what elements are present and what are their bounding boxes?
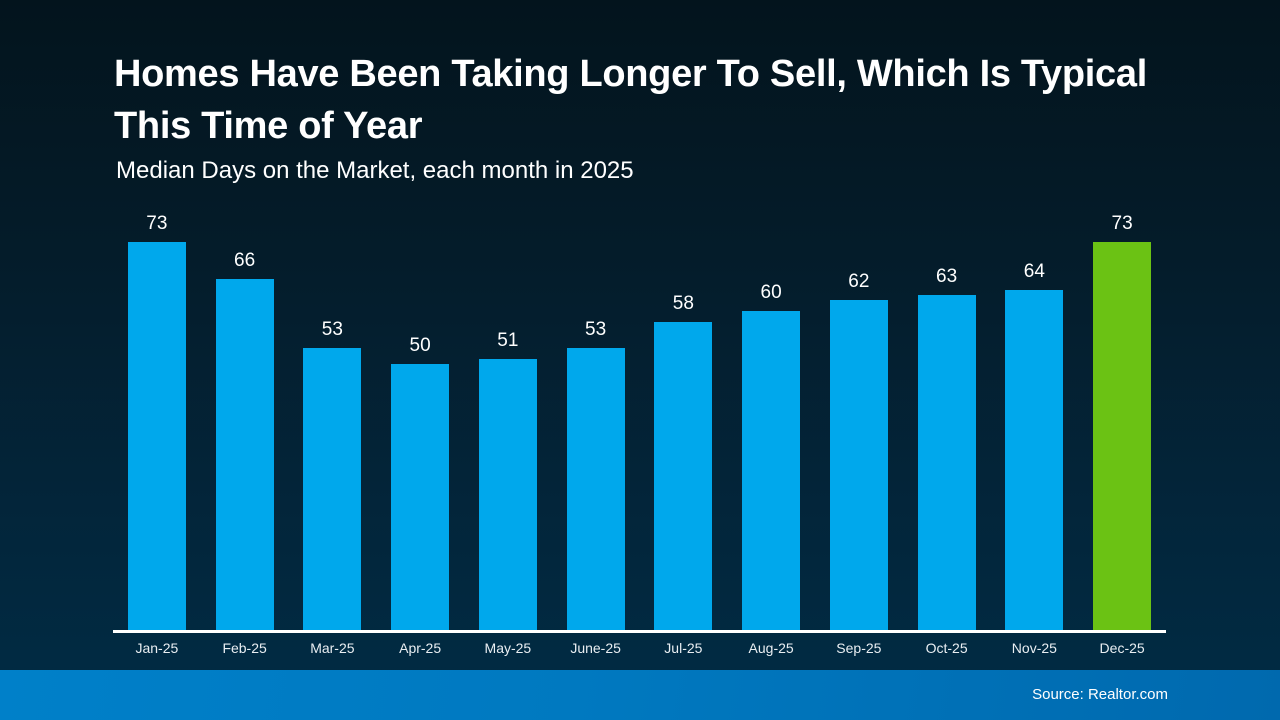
- x-axis-labels: Jan-25 Feb-25 Mar-25 Apr-25 May-25 June-25 Jul…: [113, 633, 1166, 656]
- bar: [478, 358, 537, 630]
- x-axis-label: Oct-25: [925, 640, 968, 656]
- bar: [1005, 289, 1064, 630]
- x-axis-label: Dec-25: [1099, 640, 1145, 656]
- bar: [742, 311, 801, 630]
- bar-value-label: 58: [672, 292, 694, 314]
- x-axis-label: May-25: [484, 640, 532, 656]
- source-attribution: Source: Realtor.com: [1032, 686, 1168, 703]
- bar-value-label: 73: [1111, 212, 1133, 234]
- bar: [303, 348, 362, 630]
- bar-slot: 73: [1078, 210, 1166, 630]
- bar-value-label: 60: [760, 282, 782, 304]
- bar: [654, 321, 713, 630]
- x-axis-label: Mar-25: [310, 640, 355, 656]
- x-axis-label: Apr-25: [399, 640, 442, 656]
- bar-value-label: 66: [234, 250, 256, 272]
- bar-value-label: 50: [409, 335, 431, 357]
- bar-slot: 53: [289, 210, 377, 630]
- bar: [127, 241, 186, 630]
- bars-area: 73 66 53 50 51 53 58 60 62 63 64 73: [113, 210, 1166, 633]
- x-axis-label: Jul-25: [664, 640, 703, 656]
- page-title: Homes Have Been Taking Longer To Sell, W…: [114, 53, 1147, 147]
- bar: [215, 279, 274, 630]
- bar-slot: 64: [991, 210, 1079, 630]
- bar-chart: 73 66 53 50 51 53 58 60 62 63 64 73 Jan-25 Feb-25 Mar…: [113, 210, 1166, 656]
- bar-value-label: 63: [936, 266, 958, 288]
- bar-slot: 60: [727, 210, 815, 630]
- bar-highlighted: [1093, 241, 1152, 630]
- bar-slot: 73: [113, 210, 201, 630]
- bar-slot: 58: [640, 210, 728, 630]
- bar-value-label: 51: [497, 329, 519, 351]
- bar-value-label: 53: [321, 319, 343, 341]
- bar: [829, 300, 888, 630]
- bar-value-label: 53: [585, 319, 607, 341]
- bar: [566, 348, 625, 630]
- bar-value-label: 62: [848, 271, 870, 293]
- footer-bar: Source: Realtor.com: [0, 670, 1280, 720]
- bar-slot: 62: [815, 210, 903, 630]
- bar-slot: 63: [903, 210, 991, 630]
- bar-slot: 53: [552, 210, 640, 630]
- x-axis-label: Feb-25: [222, 640, 267, 656]
- x-axis-label: June-25: [570, 640, 621, 656]
- bar-slot: 51: [464, 210, 552, 630]
- bar: [391, 364, 450, 630]
- bar-slot: 50: [376, 210, 464, 630]
- bar: [917, 295, 976, 630]
- bar-value-label: 73: [146, 212, 168, 234]
- x-axis-label: Aug-25: [748, 640, 794, 656]
- x-axis-label: Nov-25: [1011, 640, 1057, 656]
- x-axis-label: Sep-25: [836, 640, 882, 656]
- chart-subtitle: Median Days on the Market, each month in…: [116, 157, 634, 184]
- x-axis-label: Jan-25: [135, 640, 179, 656]
- bar-value-label: 64: [1023, 260, 1045, 282]
- bar-slot: 66: [201, 210, 289, 630]
